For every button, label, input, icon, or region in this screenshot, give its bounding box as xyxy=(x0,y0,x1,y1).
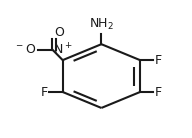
Text: O: O xyxy=(54,26,64,39)
Text: F: F xyxy=(41,86,48,99)
Text: $^-$O: $^-$O xyxy=(14,43,36,56)
Text: N$^+$: N$^+$ xyxy=(53,42,73,57)
Text: F: F xyxy=(155,86,162,99)
Text: F: F xyxy=(155,54,162,67)
Text: NH$_2$: NH$_2$ xyxy=(89,17,114,33)
